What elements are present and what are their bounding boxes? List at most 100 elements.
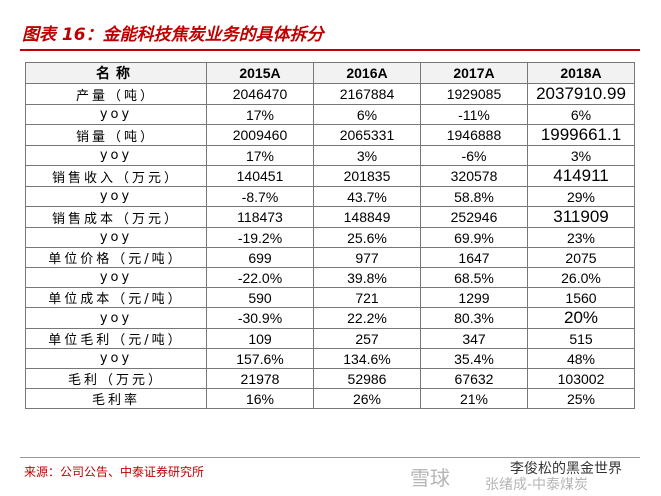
cell: 16% <box>206 388 314 409</box>
cell: 3% <box>313 145 421 166</box>
cell: 35.4% <box>420 348 528 369</box>
cell: 699 <box>206 247 314 268</box>
cell: 25.6% <box>313 227 421 248</box>
row-label: yoy <box>25 348 207 369</box>
cell: 109 <box>206 328 314 349</box>
table-row: yoy 17% 3% -6% 3% <box>25 145 635 166</box>
cell: 148849 <box>313 206 421 228</box>
table-row: 产量（吨） 2046470 2167884 1929085 2037910.99 <box>25 83 635 105</box>
cell: 2075 <box>527 247 635 268</box>
cell: -30.9% <box>206 307 314 329</box>
cell: 39.8% <box>313 267 421 288</box>
cell: 23% <box>527 227 635 248</box>
column-header: 2018A <box>527 62 635 84</box>
cell: 80.3% <box>420 307 528 329</box>
cell: 2037910.99 <box>527 83 635 105</box>
table-row: yoy -19.2% 25.6% 69.9% 23% <box>25 227 635 248</box>
table-row: yoy -8.7% 43.7% 58.8% 29% <box>25 186 635 207</box>
cell: 69.9% <box>420 227 528 248</box>
row-label: yoy <box>25 267 207 288</box>
cell: 1929085 <box>420 83 528 105</box>
cell: 977 <box>313 247 421 268</box>
cell: 2046470 <box>206 83 314 105</box>
cell: 103002 <box>527 368 635 389</box>
row-label: 销量（吨） <box>25 124 207 146</box>
cell: 140451 <box>206 165 314 187</box>
watermark-sub: 张绪成-中泰煤炭 <box>485 477 589 493</box>
cell: 6% <box>313 104 421 125</box>
cell: 17% <box>206 104 314 125</box>
table-row: yoy 157.6% 134.6% 35.4% 48% <box>25 348 635 369</box>
row-label: 单位成本（元/吨） <box>25 287 207 308</box>
cell: 590 <box>206 287 314 308</box>
row-label: 毛利率 <box>25 388 207 409</box>
cell: 67632 <box>420 368 528 389</box>
cell: 311909 <box>527 206 635 228</box>
watermark-author: 李俊松的黑金世界 <box>510 461 622 477</box>
row-label: 产量（吨） <box>25 83 207 105</box>
column-header: 名称 <box>25 62 207 84</box>
column-header: 2017A <box>420 62 528 84</box>
table-row: 单位成本（元/吨） 590 721 1299 1560 <box>25 287 635 308</box>
table-row: 销量（吨） 2009460 2065331 1946888 1999661.1 <box>25 124 635 146</box>
cell: 1999661.1 <box>527 124 635 146</box>
cell: 21978 <box>206 368 314 389</box>
divider <box>20 457 640 458</box>
cell: 22.2% <box>313 307 421 329</box>
cell: 252946 <box>420 206 528 228</box>
cell: -6% <box>420 145 528 166</box>
cell: 20% <box>527 307 635 329</box>
column-header: 2015A <box>206 62 314 84</box>
cell: -19.2% <box>206 227 314 248</box>
cell: 68.5% <box>420 267 528 288</box>
row-label: yoy <box>25 227 207 248</box>
cell: -11% <box>420 104 528 125</box>
cell: 1647 <box>420 247 528 268</box>
row-label: 销售收入（万元） <box>25 165 207 187</box>
cell: 29% <box>527 186 635 207</box>
table-row: 销售成本（万元） 118473 148849 252946 311909 <box>25 206 635 228</box>
row-label: 毛利（万元） <box>25 368 207 389</box>
table-row: 单位毛利（元/吨） 109 257 347 515 <box>25 328 635 349</box>
cell: 257 <box>313 328 421 349</box>
row-label: 销售成本（万元） <box>25 206 207 228</box>
cell: 201835 <box>313 165 421 187</box>
cell: -8.7% <box>206 186 314 207</box>
table-row: yoy -22.0% 39.8% 68.5% 26.0% <box>25 267 635 288</box>
cell: 17% <box>206 145 314 166</box>
header-row: 名称 2015A 2016A 2017A 2018A <box>25 62 635 84</box>
cell: 1946888 <box>420 124 528 146</box>
divider <box>20 49 640 51</box>
watermark: 雪球 <box>410 466 450 490</box>
cell: 157.6% <box>206 348 314 369</box>
row-label: yoy <box>25 145 207 166</box>
cell: 2167884 <box>313 83 421 105</box>
cell: 43.7% <box>313 186 421 207</box>
row-label: 单位价格（元/吨） <box>25 247 207 268</box>
cell: 26.0% <box>527 267 635 288</box>
title: 图表 16：金能科技焦炭业务的具体拆分 <box>22 25 324 45</box>
source: 来源：公司公告、中泰证券研究所 <box>24 465 205 479</box>
table-row: 单位价格（元/吨） 699 977 1647 2075 <box>25 247 635 268</box>
row-label: 单位毛利（元/吨） <box>25 328 207 349</box>
cell: 48% <box>527 348 635 369</box>
cell: 134.6% <box>313 348 421 369</box>
cell: 721 <box>313 287 421 308</box>
cell: 1560 <box>527 287 635 308</box>
row-label: yoy <box>25 186 207 207</box>
cell: 118473 <box>206 206 314 228</box>
cell: 58.8% <box>420 186 528 207</box>
cell: -22.0% <box>206 267 314 288</box>
table: 名称 2015A 2016A 2017A 2018A 产量（吨） 2046470 21678… <box>25 62 635 409</box>
cell: 3% <box>527 145 635 166</box>
cell: 26% <box>313 388 421 409</box>
table-body: 产量（吨） 2046470 2167884 1929085 2037910.99 yoy 1… <box>25 83 635 409</box>
cell: 2065331 <box>313 124 421 146</box>
table-row: 毛利率 16% 26% 21% 25% <box>25 388 635 409</box>
table-row: yoy -30.9% 22.2% 80.3% 20% <box>25 307 635 329</box>
column-header: 2016A <box>313 62 421 84</box>
cell: 347 <box>420 328 528 349</box>
cell: 52986 <box>313 368 421 389</box>
table-row: 销售收入（万元） 140451 201835 320578 414911 <box>25 165 635 187</box>
